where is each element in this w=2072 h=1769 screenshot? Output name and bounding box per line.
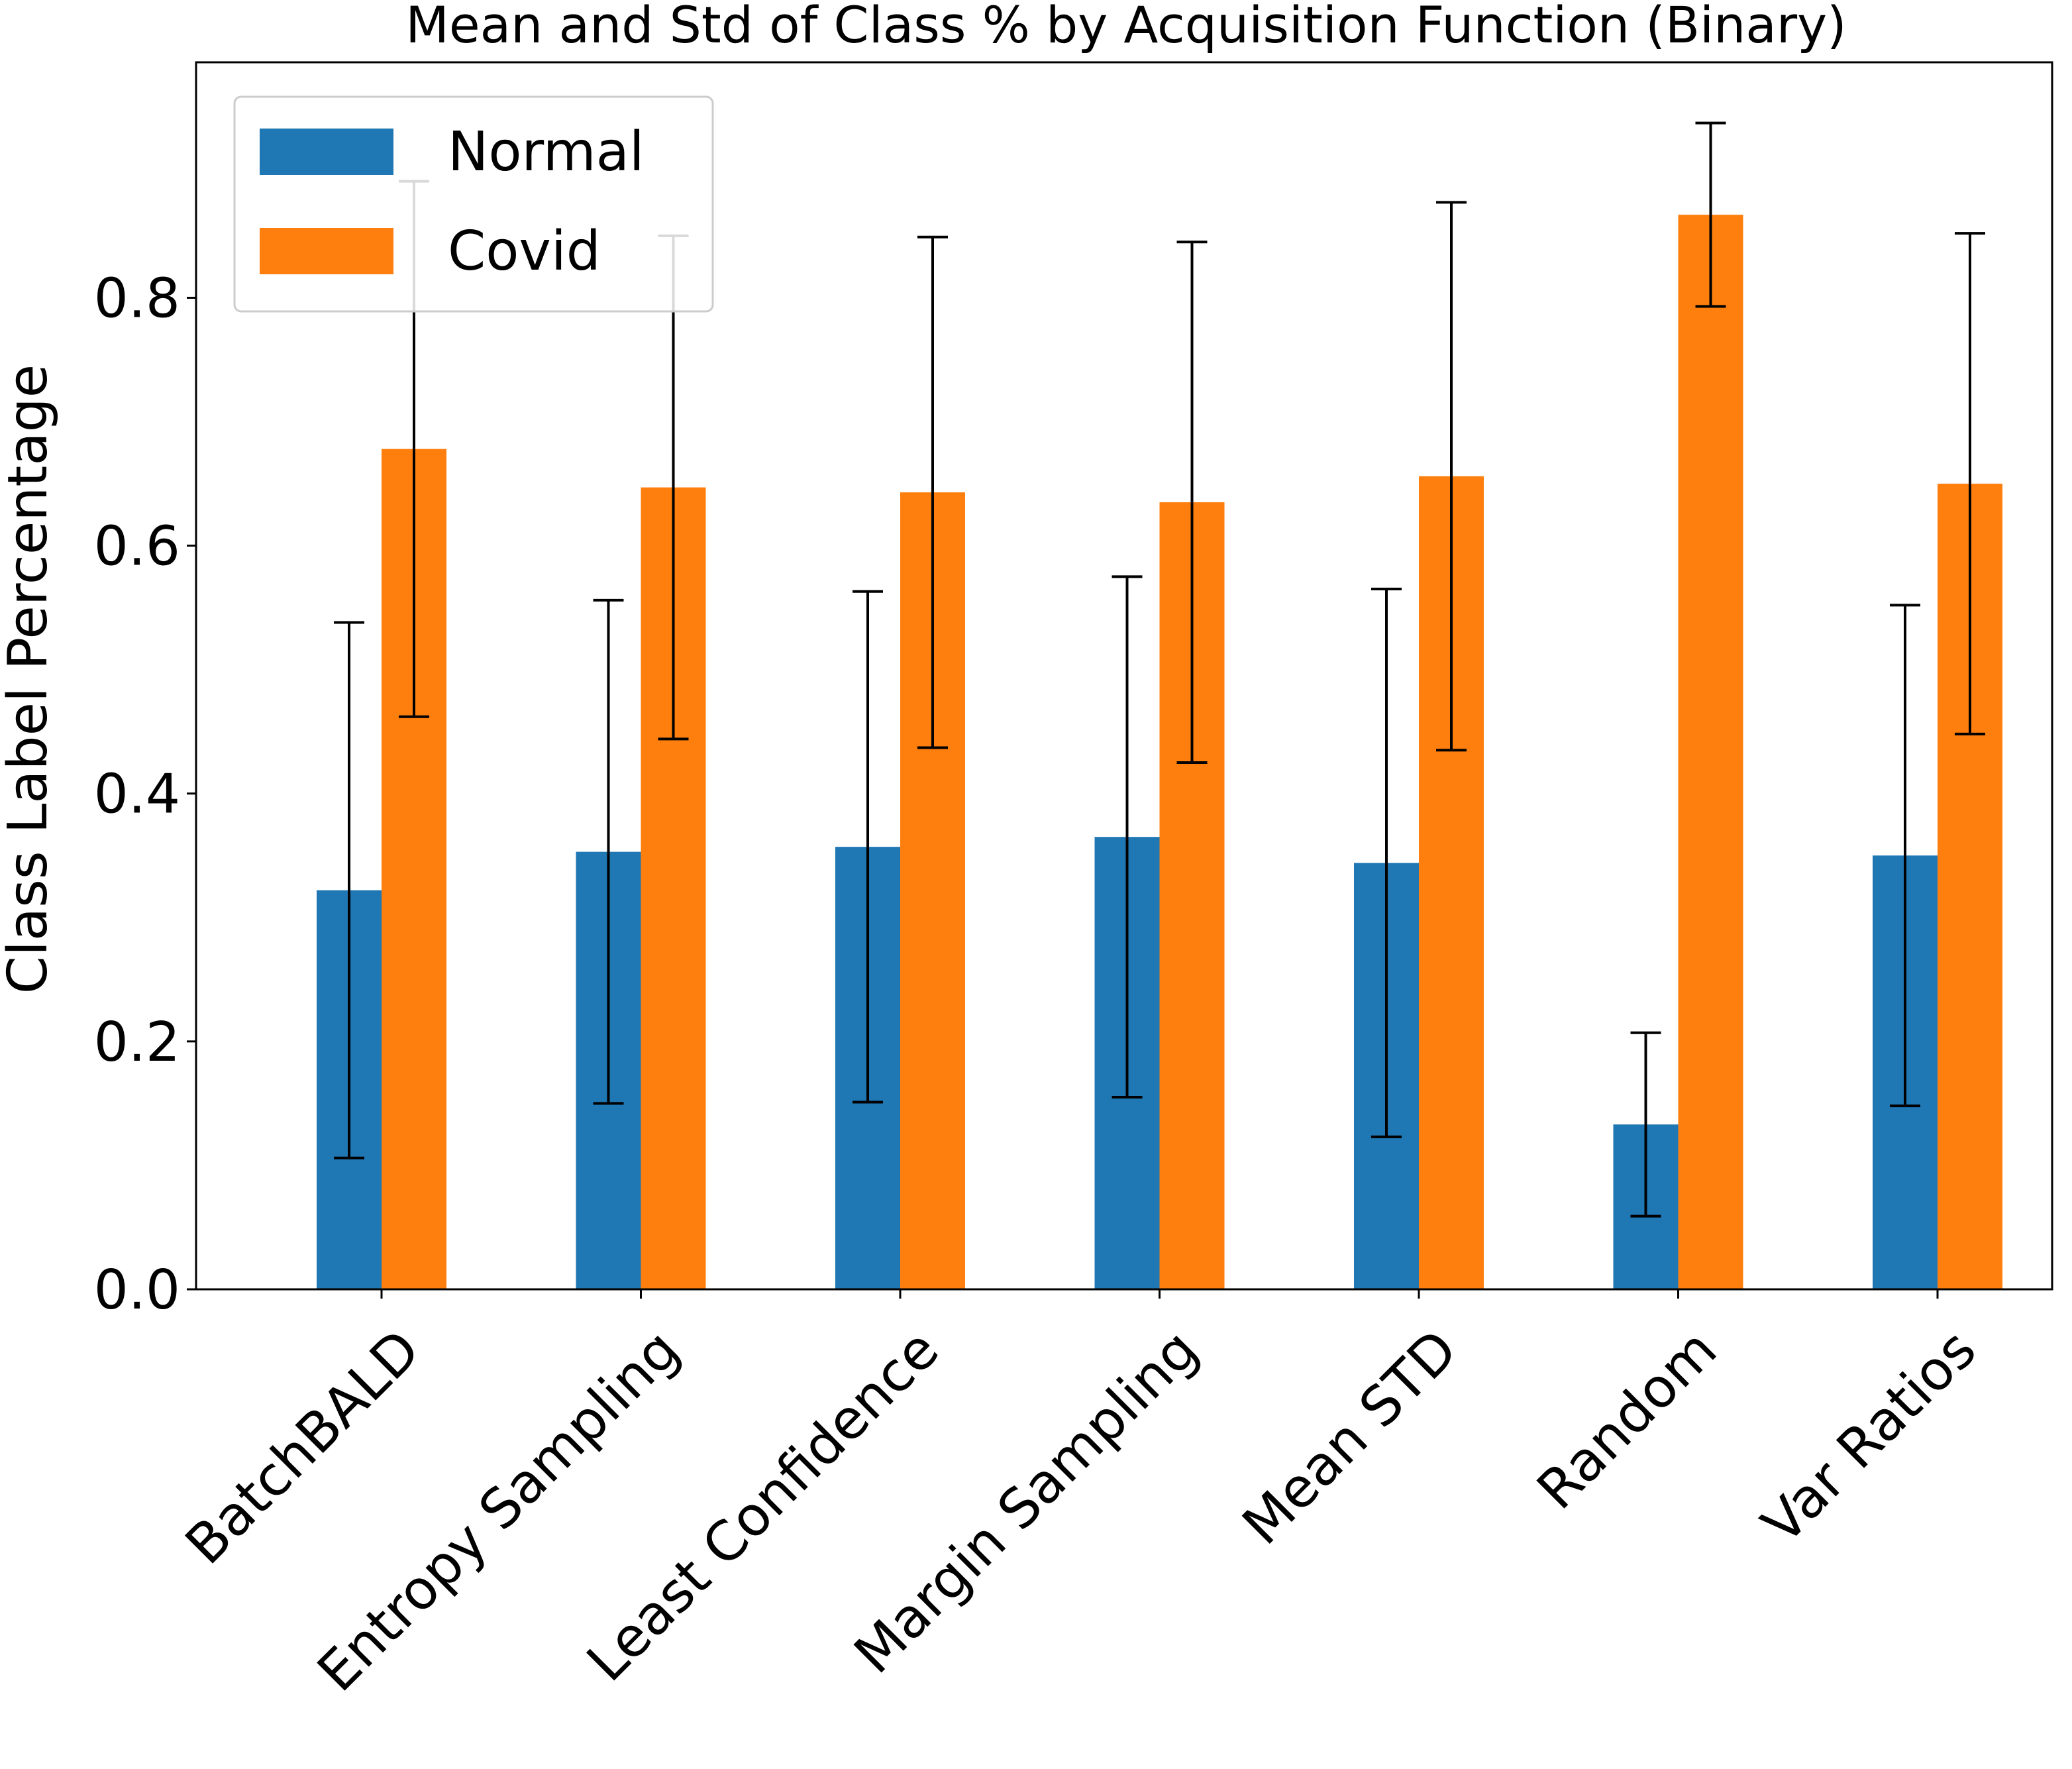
x-tick-label-0: BatchBALD xyxy=(174,1318,432,1576)
y-tick-label-2: 0.4 xyxy=(94,763,180,826)
legend-label-covid: Covid xyxy=(448,220,601,283)
bar-covid-5 xyxy=(1678,215,1743,1290)
x-tick-label-4: Mean STD xyxy=(1231,1318,1469,1556)
x-tick-label-6: Var Ratios xyxy=(1750,1318,1988,1556)
legend: Normal Covid xyxy=(233,95,714,313)
y-axis-label: Class Label Percentage xyxy=(0,364,60,994)
y-tick-label-3: 0.6 xyxy=(94,515,180,578)
legend-swatch-normal xyxy=(260,129,393,175)
y-axis: 0.0 0.2 0.4 0.6 0.8 xyxy=(94,267,196,1322)
legend-label-normal: Normal xyxy=(448,121,645,184)
y-tick-label-4: 0.8 xyxy=(94,267,180,330)
plot-area-frame xyxy=(195,61,2053,1291)
y-tick-label-0: 0.0 xyxy=(94,1259,180,1322)
y-tick-label-1: 0.2 xyxy=(94,1011,180,1074)
legend-swatch-covid xyxy=(260,228,393,274)
x-tick-label-5: Random xyxy=(1526,1318,1729,1521)
chart-title: Mean and Std of Class % by Acquisition F… xyxy=(405,0,1846,54)
bars-layer xyxy=(317,215,2002,1290)
